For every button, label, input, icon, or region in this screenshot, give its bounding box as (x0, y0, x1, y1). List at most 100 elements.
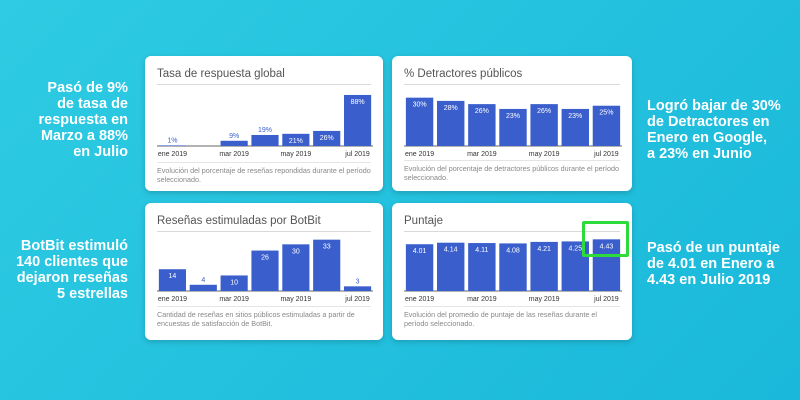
note-line: a 23% en Junio (647, 146, 752, 162)
x-tick-label: jul 2019 (344, 296, 370, 303)
bar-value-label: 9% (229, 133, 239, 140)
bar[interactable] (468, 104, 496, 146)
note-line: 5 estrellas (57, 286, 128, 302)
bar[interactable] (220, 275, 248, 291)
bar[interactable] (592, 105, 621, 146)
bar-value-label: 4.43 (600, 243, 614, 250)
bar-value-label: 4.08 (506, 247, 520, 254)
bar-value-label: 30% (413, 102, 427, 109)
card-score: Puntaje 4.01 4.14 4.11 4.08 4.21 4.25 4.43 ene … (392, 203, 632, 340)
note-score: Pasó de un puntaje de 4.01 en Enero a 4.… (647, 240, 797, 288)
bar[interactable] (468, 243, 496, 291)
bar-value-label: 4.25 (568, 245, 582, 252)
note-line: BotBit estimuló (20, 238, 128, 254)
note-line: Pasó de 9% (47, 80, 128, 96)
note-line: de Detractores en (647, 114, 770, 130)
card-title: Puntaje (404, 215, 444, 227)
bar-value-label: 25% (599, 110, 613, 117)
bar-value-label: 26% (537, 108, 551, 115)
note-line: de tasa de (57, 96, 128, 112)
bar-value-label: 23% (506, 113, 520, 120)
bar[interactable] (251, 134, 279, 146)
note-line: Marzo a 88% (40, 128, 128, 144)
x-tick-label: jul 2019 (593, 296, 619, 303)
bar[interactable] (251, 250, 279, 291)
bar-value-label: 88% (351, 99, 365, 106)
bar[interactable] (220, 140, 248, 146)
card-title: Tasa de respuesta global (157, 68, 285, 80)
bar[interactable] (158, 145, 187, 146)
bar[interactable] (437, 100, 465, 146)
bar-value-label: 4.21 (537, 246, 551, 253)
card-description: Cantidad de reseñas en sitios públicos e… (157, 310, 355, 328)
chart-response-rate: 1% 9% 19% 21% 26% 88% ene 2019 mar 2019 may 2019… (157, 94, 373, 158)
bar-value-label: 14 (169, 273, 177, 280)
x-tick-label: jul 2019 (344, 151, 370, 158)
note-line: respuesta en (38, 112, 128, 128)
bar[interactable] (499, 108, 527, 146)
x-tick-label: ene 2019 (405, 151, 434, 158)
x-tick-label: may 2019 (280, 296, 311, 303)
card-description: Evolución del porcentaje de reseñas repo… (157, 166, 371, 184)
bar-value-label: 30 (292, 248, 300, 255)
divider (157, 162, 371, 163)
bar[interactable] (405, 244, 434, 291)
divider (404, 231, 620, 232)
bar[interactable] (437, 242, 465, 291)
divider (157, 306, 371, 307)
bar-value-label: 28% (444, 105, 458, 112)
bar-value-label: 10 (230, 279, 238, 286)
note-line: en Julio (73, 144, 128, 160)
bar-value-label: 4.01 (413, 248, 427, 255)
bar[interactable] (189, 284, 217, 291)
bar-value-label: 26% (320, 135, 334, 142)
card-detractors: % Detractores públicos 30% 28% 26% 23% 26% 23… (392, 56, 632, 191)
x-tick-label: ene 2019 (405, 296, 434, 303)
bar-value-label: 26% (475, 108, 489, 115)
divider (157, 84, 371, 85)
divider (157, 231, 371, 232)
bar[interactable] (530, 241, 558, 291)
x-tick-label: mar 2019 (219, 296, 249, 303)
bar[interactable] (343, 286, 372, 291)
note-line: 4.43 en Julio 2019 (647, 272, 771, 288)
x-tick-label: may 2019 (280, 151, 311, 158)
bar-value-label: 4.14 (444, 247, 458, 254)
bar[interactable] (158, 269, 187, 291)
bar-value-label: 19% (258, 127, 272, 134)
note-detractors: Logró bajar de 30% de Detractores en Ene… (647, 98, 797, 162)
card-title: % Detractores públicos (404, 68, 523, 80)
bar[interactable] (561, 108, 589, 146)
note-response-rate: Pasó de 9% de tasa de respuesta en Marzo… (0, 80, 128, 160)
bar[interactable] (313, 239, 341, 291)
divider (404, 306, 620, 307)
bar-value-label: 23% (568, 113, 582, 120)
card-title: Reseñas estimuladas por BotBit (157, 215, 321, 227)
bar[interactable] (530, 104, 558, 146)
x-tick-label: mar 2019 (467, 151, 497, 158)
bar[interactable] (499, 243, 527, 291)
card-description: Evolución del porcentaje de detractores … (404, 164, 619, 182)
card-reviews: Reseñas estimuladas por BotBit 14 4 10 26 30… (145, 203, 383, 340)
note-line: Logró bajar de 30% (647, 98, 781, 114)
bar[interactable] (313, 130, 341, 146)
note-line: Enero en Google, (647, 130, 768, 146)
card-response-rate: Tasa de respuesta global 1% 9% 19% 21% 26% 88… (145, 56, 383, 191)
x-tick-label: ene 2019 (158, 296, 187, 303)
bar-value-label: 1% (167, 137, 177, 144)
note-reviews: BotBit estimuló 140 clientes que dejaron… (0, 238, 128, 302)
bar-value-label: 3 (356, 278, 360, 285)
bar[interactable] (405, 97, 434, 146)
x-tick-label: mar 2019 (219, 151, 249, 158)
bar-value-label: 33 (323, 244, 331, 251)
x-tick-label: ene 2019 (158, 151, 187, 158)
bar[interactable] (343, 94, 372, 146)
bar[interactable] (282, 244, 310, 291)
bar[interactable] (592, 239, 621, 291)
bar-value-label: 21% (289, 138, 303, 145)
bar[interactable] (282, 133, 310, 146)
card-description: Evolución del promedio de puntaje de las… (404, 310, 597, 328)
chart-detractors: 30% 28% 26% 23% 26% 23% 25% ene 2019 mar 2019 may… (404, 97, 622, 158)
note-line: de 4.01 en Enero a (647, 256, 775, 272)
